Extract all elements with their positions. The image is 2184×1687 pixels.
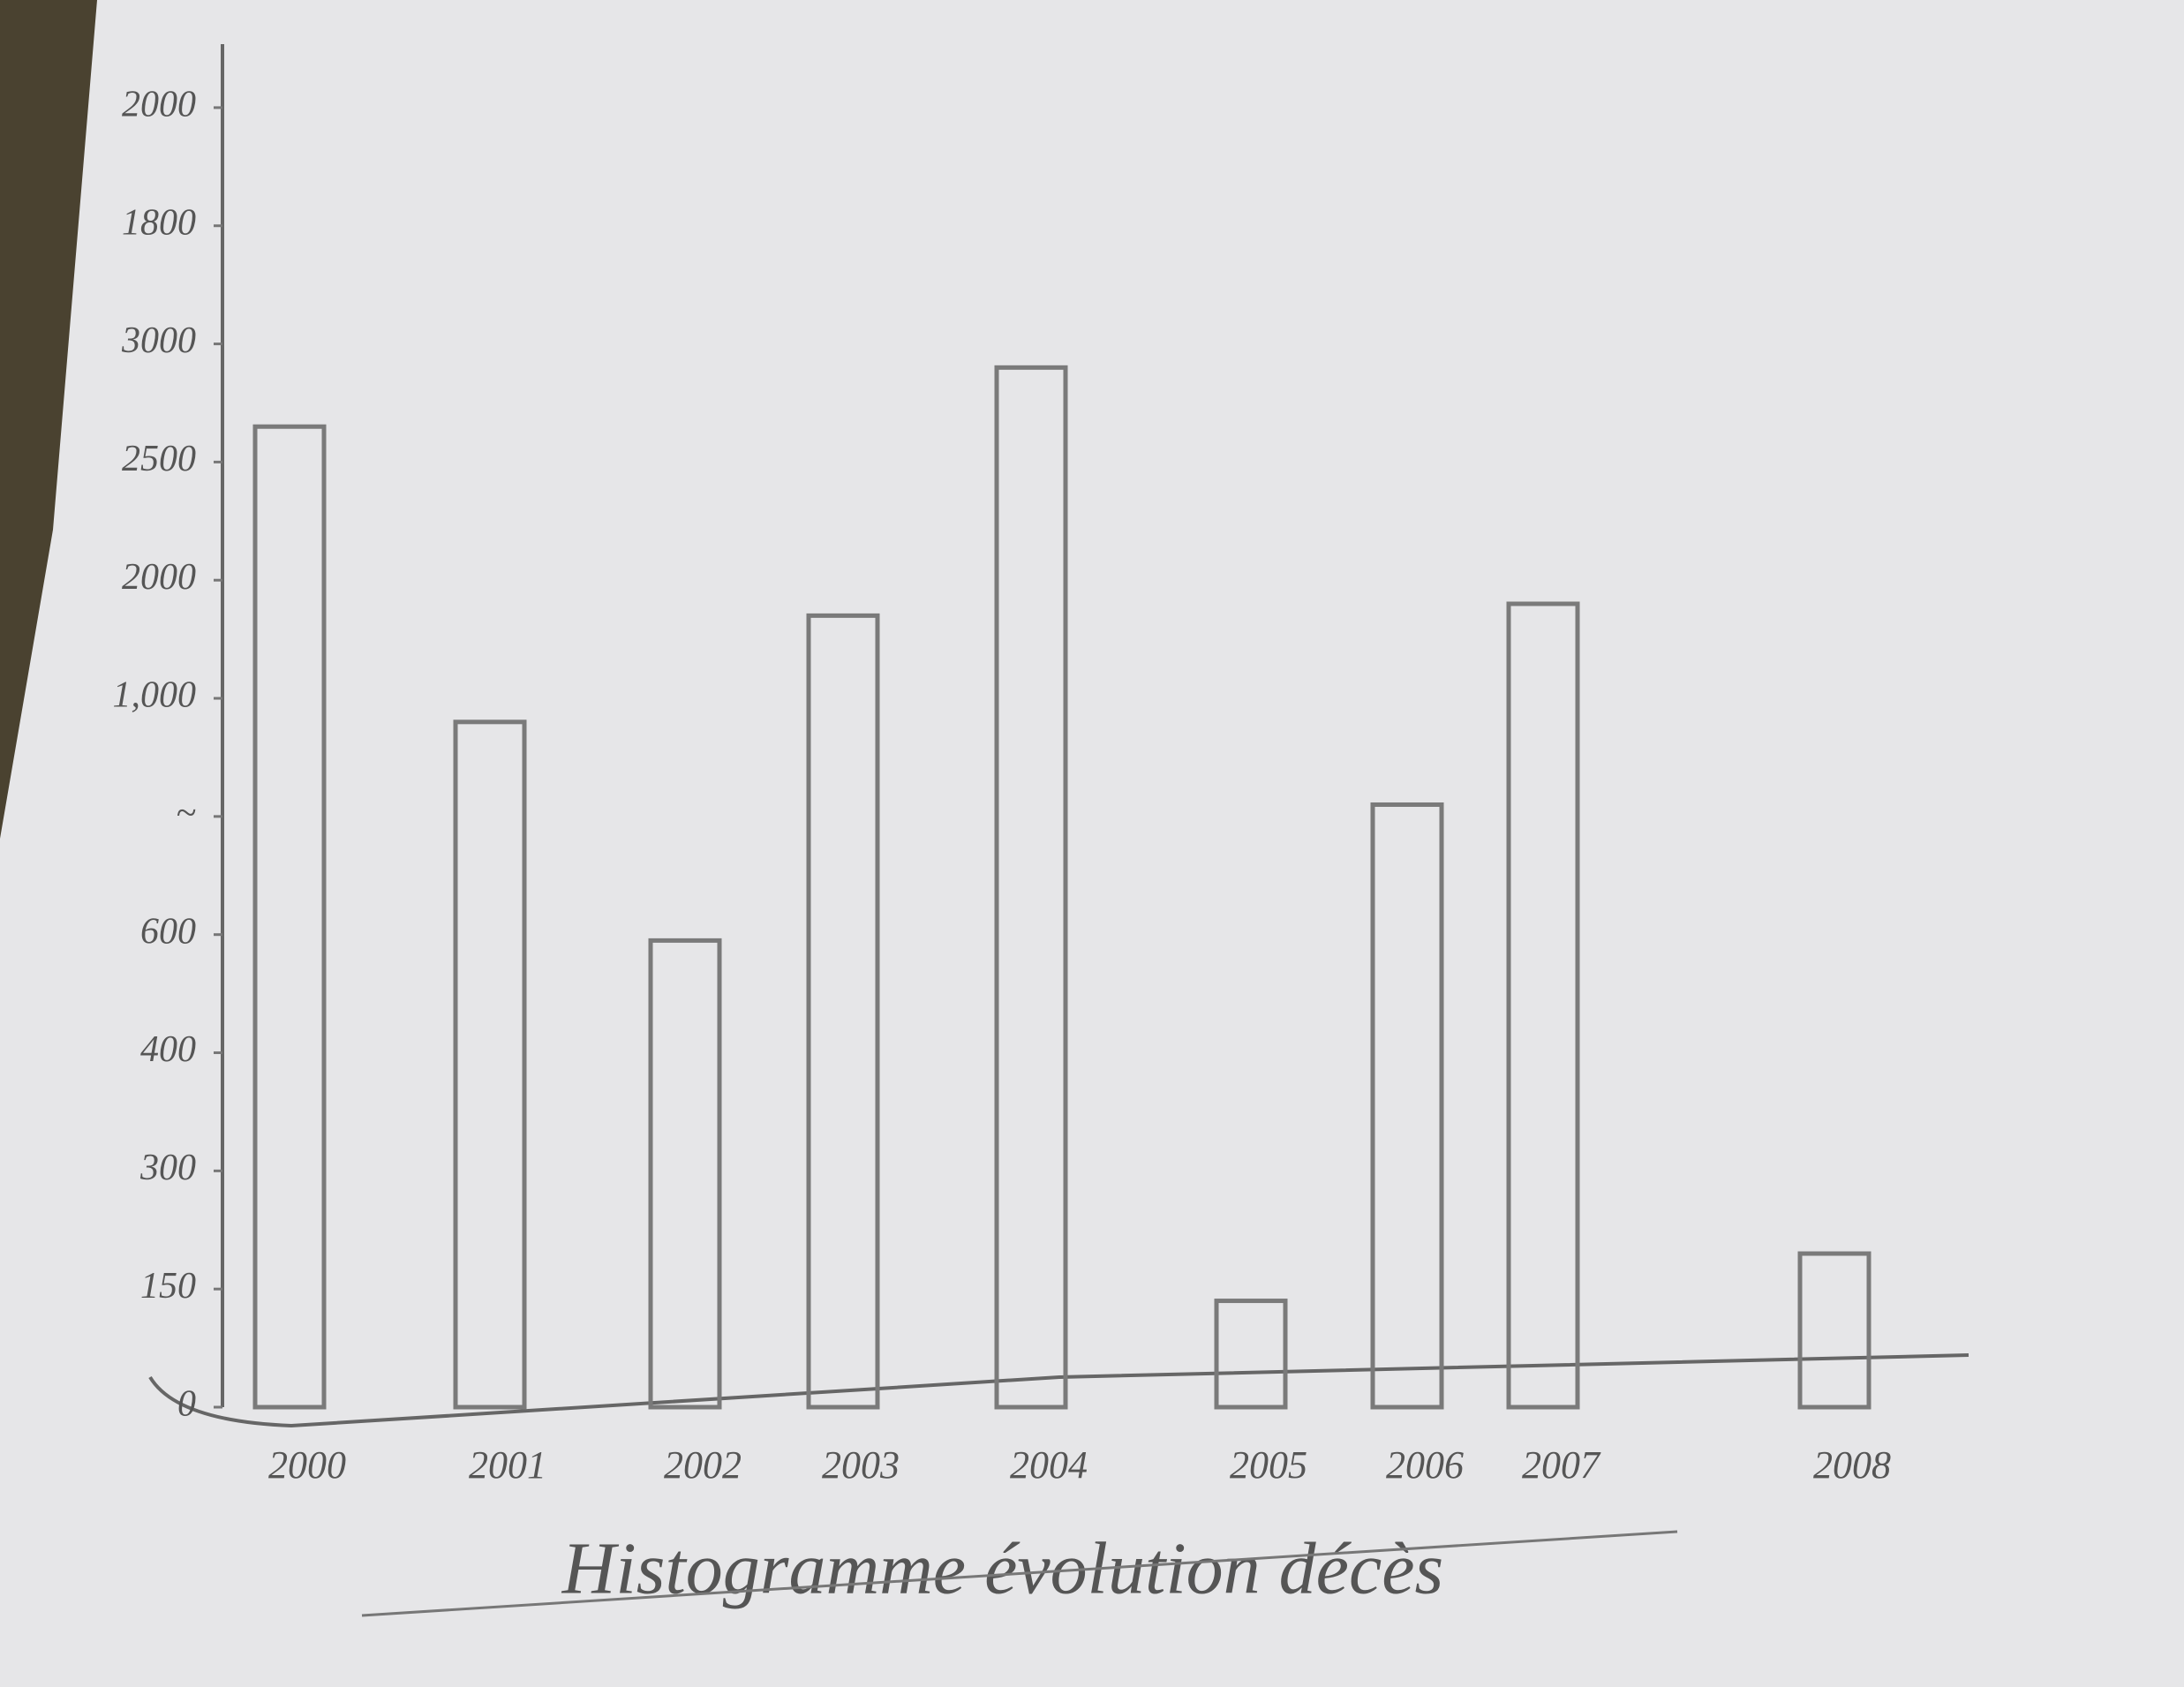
y-tick-label: 1,000	[113, 675, 197, 716]
y-tick-label: 400	[140, 1029, 196, 1070]
x-tick-label: 2003	[822, 1443, 900, 1487]
bar	[994, 365, 1068, 1410]
chart-title: Histogramme évolution décès	[561, 1527, 1443, 1609]
y-tick-label: ~	[176, 794, 196, 834]
y-tick-label: 3000	[121, 320, 196, 361]
x-tick-label: 2006	[1386, 1443, 1464, 1487]
y-tick-label: 2000	[122, 85, 196, 125]
y-tick-label: 0	[177, 1384, 196, 1425]
y-tick-label: 300	[139, 1148, 196, 1188]
x-tick-label: 2005	[1230, 1443, 1307, 1487]
bar	[1370, 802, 1444, 1410]
y-tick-label: 2000	[122, 557, 196, 598]
bar	[252, 424, 327, 1410]
y-tick-label: 150	[140, 1266, 196, 1307]
bar	[648, 938, 722, 1410]
bar	[1797, 1251, 1871, 1410]
x-tick-label: 2001	[469, 1443, 546, 1487]
bar	[1214, 1299, 1288, 1410]
y-tick-label: 600	[140, 911, 196, 952]
x-tick-label: 2004	[1010, 1443, 1088, 1487]
x-tick-label: 2007	[1522, 1443, 1601, 1487]
title-underline	[361, 1530, 1678, 1617]
y-tick-label: 1800	[122, 202, 196, 243]
bar	[1506, 601, 1580, 1410]
x-tick-label: 2008	[1813, 1443, 1891, 1487]
bar	[453, 719, 527, 1410]
x-tick-label: 2000	[268, 1443, 346, 1487]
bar	[806, 613, 880, 1410]
y-tick-label: 2500	[122, 439, 196, 479]
x-tick-label: 2002	[664, 1443, 742, 1487]
x-axis	[148, 1353, 1969, 1428]
